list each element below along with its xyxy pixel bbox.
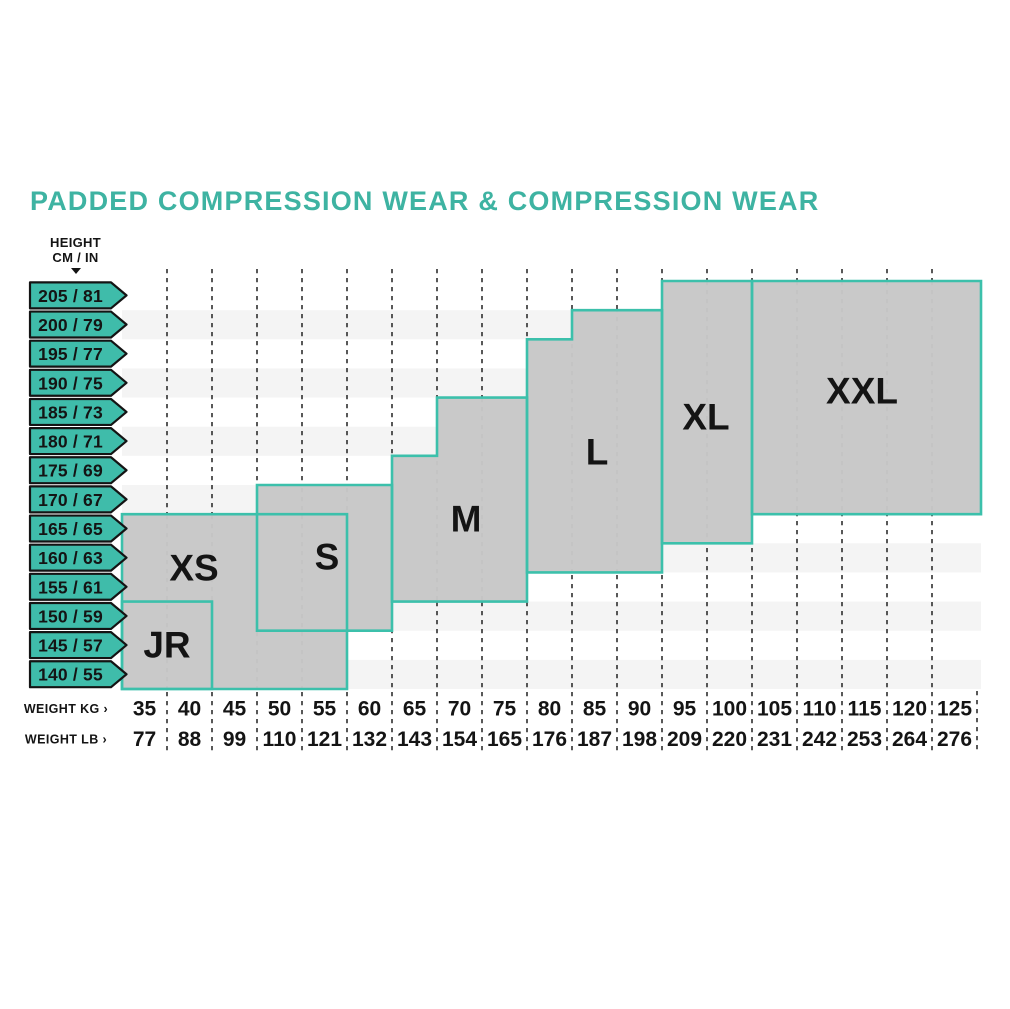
- height-pennant: [28, 339, 128, 368]
- weight-lb-value: 88: [178, 728, 202, 751]
- height-pennant-label: 200 / 79: [38, 315, 103, 335]
- weight-lb-value: 121: [307, 728, 342, 751]
- weight-lb-value: 99: [223, 728, 246, 751]
- weight-kg-value: 65: [403, 698, 427, 721]
- size-region-m: [392, 397, 527, 602]
- weight-kg-value: 40: [178, 698, 201, 721]
- weight-lb-value: 242: [802, 728, 837, 751]
- size-region-border-xl: [660, 279, 754, 545]
- weight-lb-value: 143: [397, 728, 432, 751]
- weight-kg-value: 95: [673, 698, 697, 721]
- weight-kg-value: 75: [493, 698, 517, 721]
- height-axis-label: HEIGHT CM / IN: [18, 235, 133, 274]
- weight-kg-value: 60: [358, 698, 381, 721]
- size-region-s: [257, 485, 392, 631]
- page-title: PADDED COMPRESSION WEAR & COMPRESSION WE…: [30, 186, 820, 216]
- size-region-xxl: [752, 281, 981, 515]
- weight-kg-value: 35: [133, 698, 157, 721]
- height-pennant: [28, 660, 128, 689]
- size-region-border-xxl: [750, 279, 983, 516]
- weight-lb-value: 264: [892, 728, 927, 751]
- weight-lb-axis-label: WEIGHT LB ›: [25, 733, 107, 747]
- height-pennant: [28, 456, 128, 485]
- weight-lb-value: 110: [263, 728, 297, 751]
- weight-kg-value: 80: [538, 698, 561, 721]
- size-label-xxl: XXL: [826, 371, 898, 412]
- size-label-xl: XL: [682, 397, 729, 438]
- height-pennant-label: 190 / 75: [38, 373, 103, 393]
- weight-kg-value: 125: [937, 698, 972, 721]
- height-pennant: [28, 281, 128, 310]
- weight-kg-value: 45: [223, 698, 247, 721]
- weight-kg-value: 120: [892, 698, 927, 721]
- size-label-jr: JR: [143, 625, 190, 666]
- weight-kg-value: 70: [448, 698, 471, 721]
- size-region-l: [527, 310, 662, 573]
- height-pennant-label: 205 / 81: [38, 286, 103, 306]
- weight-lb-value: 220: [712, 728, 747, 751]
- size-region-border-xs: [120, 512, 349, 691]
- weight-kg-value: 90: [628, 698, 651, 721]
- height-pennant: [28, 485, 128, 514]
- height-pennant: [28, 543, 128, 572]
- weight-axis: WEIGHT KG › WEIGHT LB › 35 40 45 50 55 60 65 70 75…: [24, 698, 972, 752]
- weight-lb-value: 209: [667, 728, 702, 751]
- height-pennant-label: 155 / 61: [38, 577, 103, 597]
- size-region-xl: [662, 281, 752, 544]
- height-pennants: 205 / 81 200 / 79 195 / 77 190 / 75 185 / 73…: [28, 281, 128, 689]
- size-region-fills: [122, 281, 981, 689]
- height-pennant-label: 180 / 71: [38, 432, 103, 452]
- height-pennant: [28, 631, 128, 660]
- weight-lb-value: 187: [577, 728, 612, 751]
- height-axis-label-line1: HEIGHT: [50, 235, 101, 250]
- size-label-m: M: [451, 499, 482, 540]
- size-labels: JR XS S M L XL XXL: [143, 371, 898, 666]
- weight-lb-value: 77: [133, 728, 156, 751]
- height-pennant-label: 170 / 67: [38, 490, 103, 510]
- size-label-xs: XS: [169, 548, 218, 589]
- weight-kg-value: 105: [757, 698, 792, 721]
- weight-lb-value: 198: [622, 728, 657, 751]
- size-region-border-s: [255, 483, 394, 633]
- weight-lb-value: 165: [487, 728, 522, 751]
- height-pennant: [28, 310, 128, 339]
- height-pennant: [28, 368, 128, 397]
- size-label-l: L: [586, 432, 609, 473]
- weight-kg-value: 100: [712, 698, 747, 721]
- height-pennant: [28, 427, 128, 456]
- weight-kg-value: 115: [848, 698, 882, 721]
- height-pennant: [28, 572, 128, 601]
- weight-lb-value: 132: [352, 728, 387, 751]
- height-pennant-label: 145 / 57: [38, 636, 103, 656]
- height-pennant-label: 185 / 73: [38, 402, 103, 422]
- height-pennant-label: 140 / 55: [38, 665, 103, 685]
- weight-kg-axis-label: WEIGHT KG ›: [24, 702, 108, 716]
- weight-kg-value: 85: [583, 698, 607, 721]
- height-pennant: [28, 397, 128, 427]
- weight-lb-value: 276: [937, 728, 972, 751]
- height-pennant-label: 195 / 77: [38, 344, 103, 364]
- weight-lb-value: 253: [847, 728, 882, 751]
- size-region-borders: [120, 279, 983, 691]
- height-pennant-label: 160 / 63: [38, 548, 103, 568]
- weight-kg-value: 55: [313, 698, 337, 721]
- size-label-s: S: [315, 537, 340, 578]
- weight-kg-value: 110: [803, 698, 837, 721]
- height-axis-label-line2: CM / IN: [52, 250, 99, 265]
- weight-lb-value: 176: [532, 728, 567, 751]
- weight-lb-value: 154: [442, 728, 477, 751]
- weight-lb-value: 231: [757, 728, 792, 751]
- down-arrow-icon: [70, 268, 81, 274]
- height-pennant-label: 150 / 59: [38, 606, 103, 626]
- weight-kg-value: 50: [268, 698, 291, 721]
- height-pennant: [28, 514, 128, 543]
- height-pennant: [28, 601, 128, 631]
- height-pennant-label: 175 / 69: [38, 461, 103, 481]
- height-pennant-label: 165 / 65: [38, 519, 103, 539]
- gridlines: [166, 269, 978, 754]
